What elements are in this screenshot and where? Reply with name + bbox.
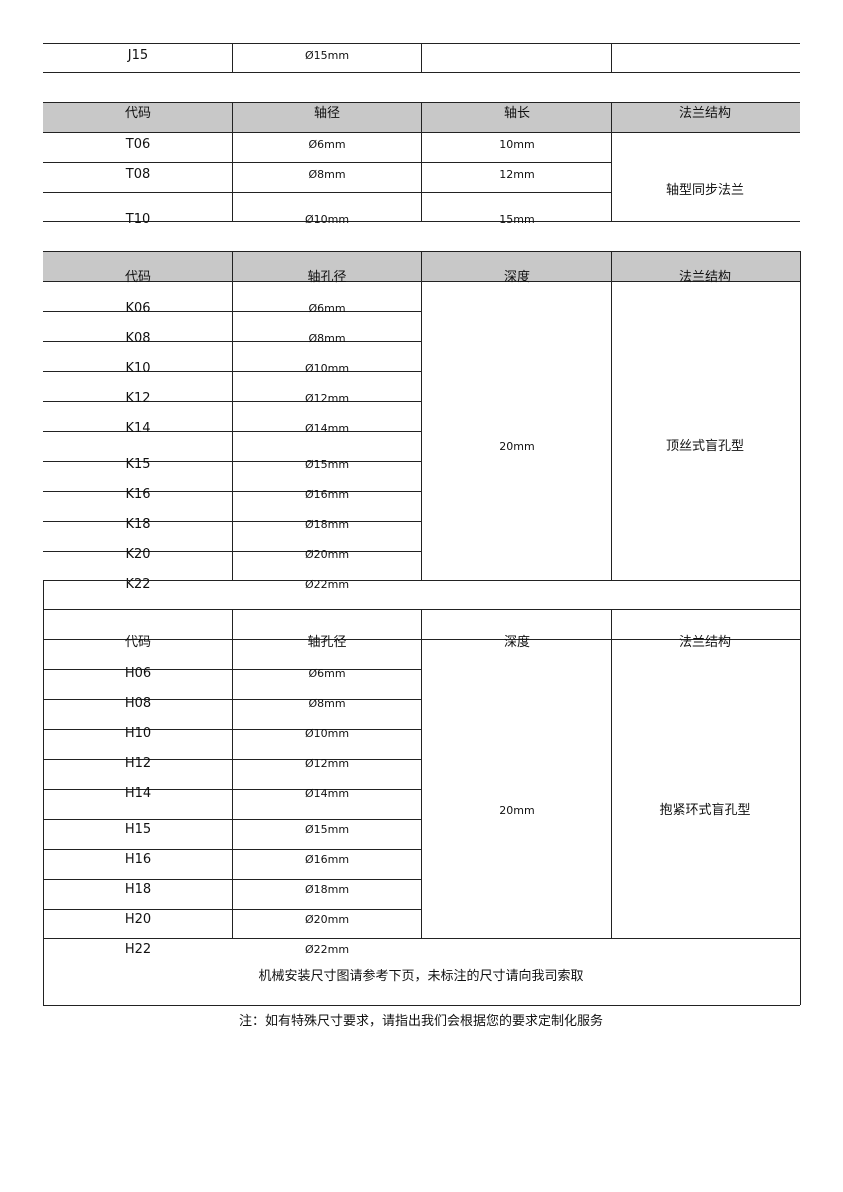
- cell-diameter: Ø20mm: [304, 548, 350, 561]
- cell-length: 10mm: [499, 138, 535, 151]
- table-rule: [43, 580, 800, 581]
- column-header: 法兰结构: [678, 106, 732, 121]
- cell-diameter: Ø22mm: [304, 943, 350, 956]
- table-rule: [232, 609, 233, 938]
- cell-code: H20: [124, 912, 152, 927]
- cell-code: H16: [124, 852, 152, 867]
- table-rule: [611, 609, 612, 938]
- cell-depth: 20mm: [499, 804, 535, 817]
- cell-code: H22: [124, 942, 152, 957]
- table-rule: [611, 102, 612, 221]
- cell-code: H15: [124, 822, 152, 837]
- cell-code: H10: [124, 726, 152, 741]
- table-rule: [421, 251, 422, 580]
- table-rule: [232, 251, 233, 580]
- cell-diameter: Ø8mm: [308, 168, 346, 181]
- cell-diameter: Ø16mm: [304, 488, 350, 501]
- cell-diameter: Ø6mm: [308, 138, 346, 151]
- cell-diameter: Ø15mm: [304, 49, 350, 62]
- cell-diameter: Ø18mm: [304, 883, 350, 896]
- cell-diameter: Ø16mm: [304, 853, 350, 866]
- table-rule: [421, 43, 422, 72]
- cell-code: H18: [124, 882, 152, 897]
- table-rule: [43, 72, 800, 73]
- cell-diameter: Ø10mm: [304, 213, 350, 226]
- cell-code: H06: [124, 666, 152, 681]
- table-rule: [421, 609, 422, 938]
- cell-diameter: Ø14mm: [304, 422, 350, 435]
- cell-code: K14: [125, 421, 151, 436]
- footnote: 注：如有特殊尺寸要求，请指出我们会根据您的要求定制化服务: [238, 1014, 604, 1029]
- cell-diameter: Ø12mm: [304, 757, 350, 770]
- table-rule: [611, 251, 612, 580]
- cell-diameter: Ø10mm: [304, 362, 350, 375]
- cell-code: K15: [125, 457, 151, 472]
- cell-diameter: Ø6mm: [308, 667, 346, 680]
- cell-diameter: Ø10mm: [304, 727, 350, 740]
- cell-code: J15: [127, 48, 149, 63]
- column-header: 代码: [124, 270, 152, 285]
- table-rule: [43, 1005, 800, 1006]
- cell-structure: 轴型同步法兰: [665, 183, 745, 198]
- column-header: 轴径: [313, 106, 341, 121]
- cell-diameter: Ø22mm: [304, 578, 350, 591]
- table-rule: [611, 43, 612, 72]
- cell-code: K08: [125, 331, 151, 346]
- cell-code: T10: [125, 212, 151, 227]
- cell-code: T08: [125, 167, 151, 182]
- table-rule: [43, 221, 800, 222]
- cell-depth: 20mm: [499, 440, 535, 453]
- cell-diameter: Ø15mm: [304, 823, 350, 836]
- table-rule: [232, 43, 233, 72]
- column-header: 法兰结构: [678, 635, 732, 650]
- cell-code: K06: [125, 301, 151, 316]
- cell-code: K16: [125, 487, 151, 502]
- cell-code: H14: [124, 786, 152, 801]
- cell-diameter: Ø6mm: [308, 302, 346, 315]
- column-header: 代码: [124, 635, 152, 650]
- table-rule: [43, 580, 44, 1005]
- cell-code: K20: [125, 547, 151, 562]
- table-rule: [43, 162, 611, 163]
- cell-diameter: Ø20mm: [304, 913, 350, 926]
- table-rule: [232, 102, 233, 221]
- column-header: 法兰结构: [678, 270, 732, 285]
- install-note: 机械安装尺寸图请参考下页，未标注的尺寸请向我司索取: [258, 969, 584, 984]
- table-rule: [800, 251, 801, 580]
- table-rule: [43, 192, 611, 193]
- cell-code: K18: [125, 517, 151, 532]
- column-header: 轴孔径: [307, 270, 347, 285]
- cell-length: 12mm: [499, 168, 535, 181]
- cell-diameter: Ø8mm: [308, 332, 346, 345]
- cell-structure: 顶丝式盲孔型: [665, 439, 745, 454]
- cell-diameter: Ø18mm: [304, 518, 350, 531]
- cell-code: K12: [125, 391, 151, 406]
- table-rule: [421, 102, 422, 221]
- cell-diameter: Ø12mm: [304, 392, 350, 405]
- cell-code: K10: [125, 361, 151, 376]
- cell-diameter: Ø15mm: [304, 458, 350, 471]
- cell-length: 15mm: [499, 213, 535, 226]
- column-header: 代码: [124, 106, 152, 121]
- cell-diameter: Ø14mm: [304, 787, 350, 800]
- table-rule: [43, 938, 800, 939]
- cell-code: H12: [124, 756, 152, 771]
- cell-structure: 抱紧环式盲孔型: [659, 803, 751, 818]
- table-rule: [800, 580, 801, 1005]
- cell-code: T06: [125, 137, 151, 152]
- cell-diameter: Ø8mm: [308, 697, 346, 710]
- column-header: 深度: [503, 635, 531, 650]
- column-header: 轴孔径: [307, 635, 347, 650]
- column-header: 深度: [503, 270, 531, 285]
- cell-code: H08: [124, 696, 152, 711]
- column-header: 轴长: [503, 106, 531, 121]
